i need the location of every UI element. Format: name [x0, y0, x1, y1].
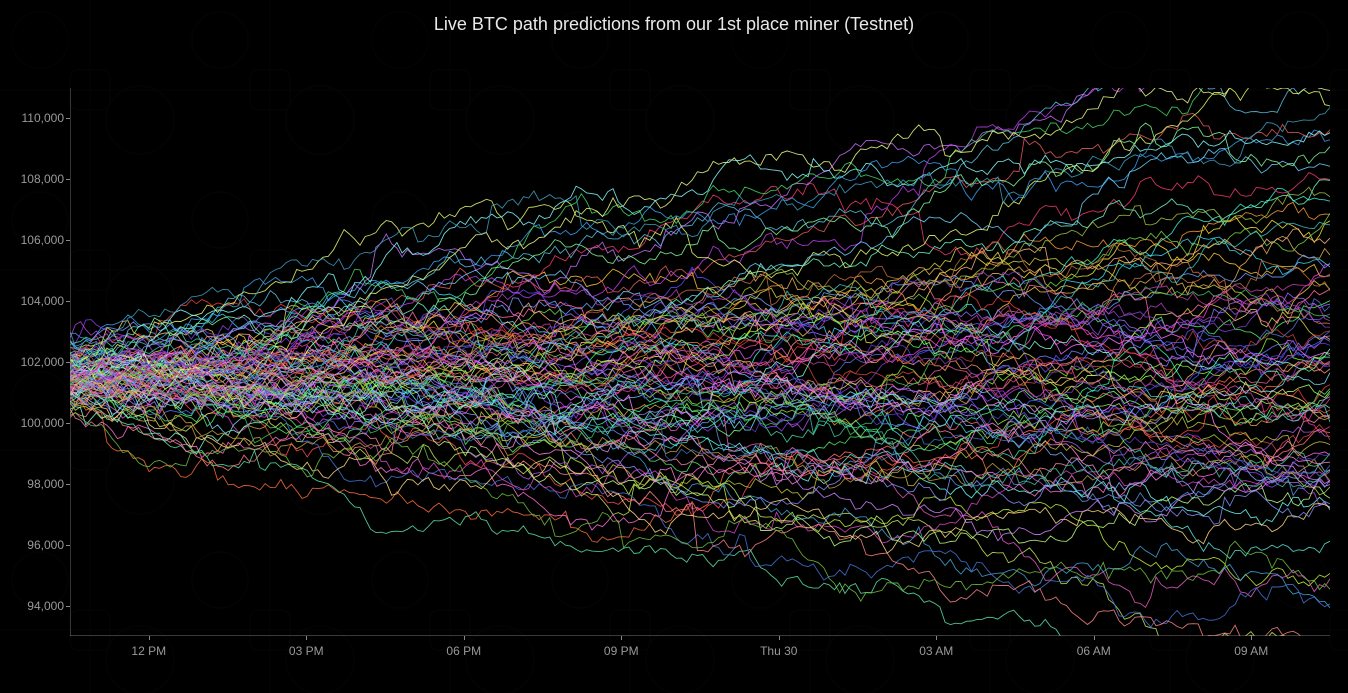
y-tick-mark [66, 118, 70, 119]
y-tick-mark [66, 362, 70, 363]
x-tick-mark [621, 636, 622, 640]
y-tick-mark [66, 423, 70, 424]
x-tick-mark [306, 636, 307, 640]
x-tick-mark [149, 636, 150, 640]
y-tick-label: 108,000 [4, 172, 64, 186]
y-tick-mark [66, 240, 70, 241]
y-tick-label: 110,000 [4, 111, 64, 125]
y-tick-mark [66, 179, 70, 180]
y-tick-mark [66, 606, 70, 607]
y-tick-label: 94,000 [4, 599, 64, 613]
x-tick-label: 03 AM [919, 644, 953, 658]
x-tick-label: 03 PM [289, 644, 324, 658]
x-tick-mark [779, 636, 780, 640]
x-tick-label: 06 AM [1077, 644, 1111, 658]
y-tick-mark [66, 545, 70, 546]
x-tick-label: 09 PM [604, 644, 639, 658]
plot-area [70, 88, 1330, 636]
x-tick-mark [936, 636, 937, 640]
x-tick-label: 06 PM [446, 644, 481, 658]
x-tick-label: 12 PM [131, 644, 166, 658]
x-tick-label: 09 AM [1234, 644, 1268, 658]
y-tick-label: 100,000 [4, 416, 64, 430]
y-tick-mark [66, 301, 70, 302]
chart-title: Live BTC path predictions from our 1st p… [0, 14, 1348, 35]
y-tick-mark [66, 484, 70, 485]
prediction-path [70, 372, 1330, 586]
x-tick-label: Thu 30 [760, 644, 797, 658]
x-tick-mark [1094, 636, 1095, 640]
y-tick-label: 102,000 [4, 355, 64, 369]
y-tick-label: 106,000 [4, 233, 64, 247]
x-tick-mark [1251, 636, 1252, 640]
x-tick-mark [464, 636, 465, 640]
y-tick-label: 96,000 [4, 538, 64, 552]
prediction-paths [70, 88, 1330, 636]
y-tick-label: 104,000 [4, 294, 64, 308]
y-tick-label: 98,000 [4, 477, 64, 491]
